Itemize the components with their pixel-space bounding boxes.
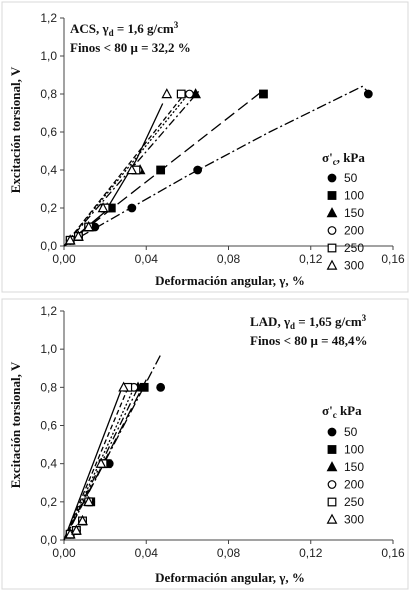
legend-label-bottom-150: 150 (344, 460, 364, 474)
x-axis-label-bottom: Deformación angular, γ, % (155, 570, 305, 585)
legend-marker-top-150 (326, 207, 338, 218)
data-point-bottom-300 (77, 515, 88, 526)
legend-label-top-250: 250 (344, 241, 364, 255)
legend-marker-bottom-300 (326, 513, 338, 524)
data-point-top-300 (83, 221, 95, 232)
legend-marker-top-200 (327, 226, 337, 235)
y-tick-label-bottom: 0,6 (40, 419, 57, 433)
legend-label-top-300: 300 (344, 259, 364, 273)
y-tick-label-bottom: 1,0 (40, 342, 57, 356)
y-tick-label-bottom: 0,2 (40, 495, 57, 509)
legend-marker-bottom-100 (327, 445, 337, 454)
data-point-top-50 (127, 203, 137, 213)
y-tick-label-bottom: 0,8 (40, 380, 57, 394)
y-tick-label-top: 0,6 (40, 125, 57, 139)
fit-line-bottom-50 (63, 354, 162, 541)
legend-marker-top-100 (327, 191, 337, 200)
x-tick-label-top: 0,04 (135, 252, 159, 266)
y-tick-label-top: 1,2 (40, 11, 57, 25)
fit-line-top-250 (63, 89, 188, 247)
data-point-bottom-300 (95, 457, 107, 468)
panel-bottom-frame (1, 298, 409, 590)
chart-bottom: 0,0 0,2 0,4 0,6 0,8 1,0 1,2 0,00 0,04 0,08 0,12 0,1… (8, 304, 405, 585)
x-tick-label-bottom: 0,08 (217, 546, 241, 560)
y-tick-label-top: 1,0 (40, 49, 57, 63)
annotation-bottom-line2: Finos < 80 μ = 48,4% (250, 333, 368, 348)
y-tick-label-top: 0,4 (40, 163, 57, 177)
legend-marker-bottom-250 (327, 497, 337, 507)
chart-top: 0,0 0,2 0,4 0,6 0,8 1,0 1,2 0,00 0,04 0,08 0,12 0,1… (8, 11, 405, 288)
legend-label-bottom-50: 50 (344, 425, 358, 439)
annotation-top-line2: Finos < 80 μ = 32,2 % (70, 40, 191, 55)
data-point-top-50 (363, 89, 373, 99)
legend-marker-bottom-200 (327, 480, 337, 489)
data-point-top-100 (156, 165, 166, 175)
legend-marker-bottom-50 (327, 427, 337, 437)
data-point-top-300 (126, 164, 138, 175)
markers-top (64, 88, 373, 245)
legend-label-bottom-200: 200 (344, 478, 364, 492)
ticks-bottom: 0,0 0,2 0,4 0,6 0,8 1,0 1,2 0,00 0,04 0,08 0,12 0,1… (40, 304, 405, 560)
fit-line-bottom-250 (63, 383, 131, 541)
data-point-bottom-300 (118, 381, 130, 392)
legend-label-bottom-300: 300 (344, 513, 364, 527)
data-point-top-100 (259, 89, 268, 99)
data-point-top-300 (97, 202, 109, 213)
data-point-top-300 (72, 230, 84, 241)
y-tick-label-top: 0,0 (40, 239, 57, 253)
fit-line-bottom-200 (63, 383, 137, 541)
legend-marker-top-250 (327, 243, 337, 253)
y-tick-label-top: 0,2 (40, 201, 57, 215)
legend-bottom: 50 100 150 200 250 300 (326, 425, 364, 527)
legend-marker-top-300 (326, 259, 338, 270)
x-tick-label-bottom: 0,00 (52, 546, 76, 560)
y-axis-label-top: Excitación torsional, V (8, 66, 23, 193)
legend-marker-bottom-150 (326, 461, 338, 472)
data-point-top-250 (176, 89, 186, 99)
x-tick-label-top: 0,16 (381, 252, 405, 266)
fit-line-bottom-300 (63, 383, 125, 541)
data-point-bottom-50 (156, 382, 166, 392)
y-tick-label-bottom: 1,2 (40, 304, 57, 318)
x-tick-label-bottom: 0,04 (135, 546, 159, 560)
legend-label-top-50: 50 (344, 171, 358, 185)
x-tick-label-top: 0,08 (217, 252, 241, 266)
data-point-bottom-300 (83, 495, 95, 507)
data-point-top-300 (161, 88, 173, 99)
fit-line-top-50 (63, 85, 371, 247)
y-axis-label-bottom: Excitación torsional, V (8, 361, 23, 488)
y-tick-label-bottom: 0,4 (40, 457, 57, 471)
annotation-bottom-line1: LAD, γd = 1,65 g/cm3 (250, 313, 367, 331)
ticks-top: 0,0 0,2 0,4 0,6 0,8 1,0 1,2 0,00 0,04 0,08 0,12 0,1… (40, 11, 405, 266)
legend-label-top-200: 200 (344, 224, 364, 238)
legend-label-bottom-250: 250 (344, 495, 364, 509)
x-tick-label-top: 0,12 (299, 252, 323, 266)
legend-label-top-150: 150 (344, 206, 364, 220)
x-tick-label-top: 0,00 (52, 252, 76, 266)
data-point-bottom-300 (70, 524, 82, 535)
markers-bottom (64, 381, 166, 539)
annotation-top-line1: ACS, γd = 1,6 g/cm3 (70, 20, 179, 38)
data-point-top-50 (193, 165, 203, 175)
x-tick-label-bottom: 0,16 (381, 546, 405, 560)
legend-marker-top-50 (327, 173, 337, 183)
y-tick-label-bottom: 0,0 (40, 533, 57, 547)
legend-bottom-title: σ'c kPa (322, 403, 362, 420)
legend-top-title: σ'c, kPa (322, 150, 365, 167)
data-point-top-300 (64, 234, 76, 245)
data-point-top-200 (185, 89, 194, 99)
x-tick-label-bottom: 0,12 (299, 546, 323, 560)
legend-top: 50 100 150 200 250 300 (326, 171, 364, 273)
legend-label-top-100: 100 (344, 189, 364, 203)
legend-label-bottom-100: 100 (344, 443, 364, 457)
y-tick-label-top: 0,8 (40, 87, 57, 101)
x-axis-label-top: Deformación angular, γ, % (155, 273, 305, 288)
